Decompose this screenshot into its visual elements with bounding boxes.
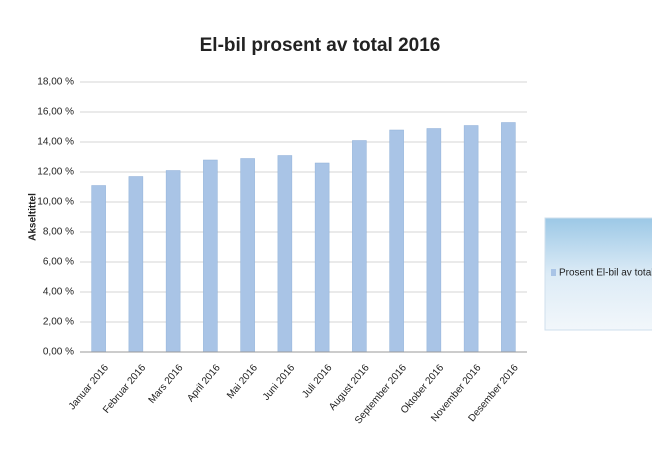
bar: [277, 155, 293, 353]
x-tick-label: Mai 2016: [225, 362, 260, 401]
bar: [501, 122, 516, 353]
bar: [240, 158, 255, 353]
y-tick-label: 12,00 %: [37, 167, 74, 178]
bar: [91, 185, 106, 353]
legend-swatch: [551, 269, 556, 276]
y-tick-label: 2,00 %: [43, 317, 74, 328]
y-tick-label: 0,00 %: [43, 347, 74, 358]
bar: [165, 170, 181, 353]
x-tick-label: April 2016: [185, 362, 223, 404]
y-tick-label: 14,00 %: [37, 137, 74, 148]
y-tick-label: 8,00 %: [43, 227, 74, 238]
x-tick-label: Juni 2016: [261, 362, 298, 403]
y-tick-label: 10,00 %: [37, 197, 74, 208]
y-tick-label: 4,00 %: [43, 287, 74, 298]
bar: [203, 159, 218, 353]
chart-title: El-bil prosent av total 2016: [200, 35, 441, 56]
y-tick-label: 18,00 %: [37, 77, 74, 88]
y-axis-label: Akseltittel: [28, 193, 39, 241]
legend-label: Prosent El-bil av total: [559, 268, 652, 279]
legend-box: [544, 217, 652, 331]
x-tick-label: Juli 2016: [300, 362, 334, 400]
x-tick-label: Mars 2016: [147, 362, 186, 406]
bar: [314, 162, 330, 353]
bar: [389, 129, 404, 353]
bar: [463, 125, 479, 353]
bar: [426, 128, 442, 353]
y-tick-label: 6,00 %: [43, 257, 74, 268]
bar: [128, 176, 144, 353]
y-tick-label: 16,00 %: [37, 107, 74, 118]
bar: [352, 140, 367, 353]
